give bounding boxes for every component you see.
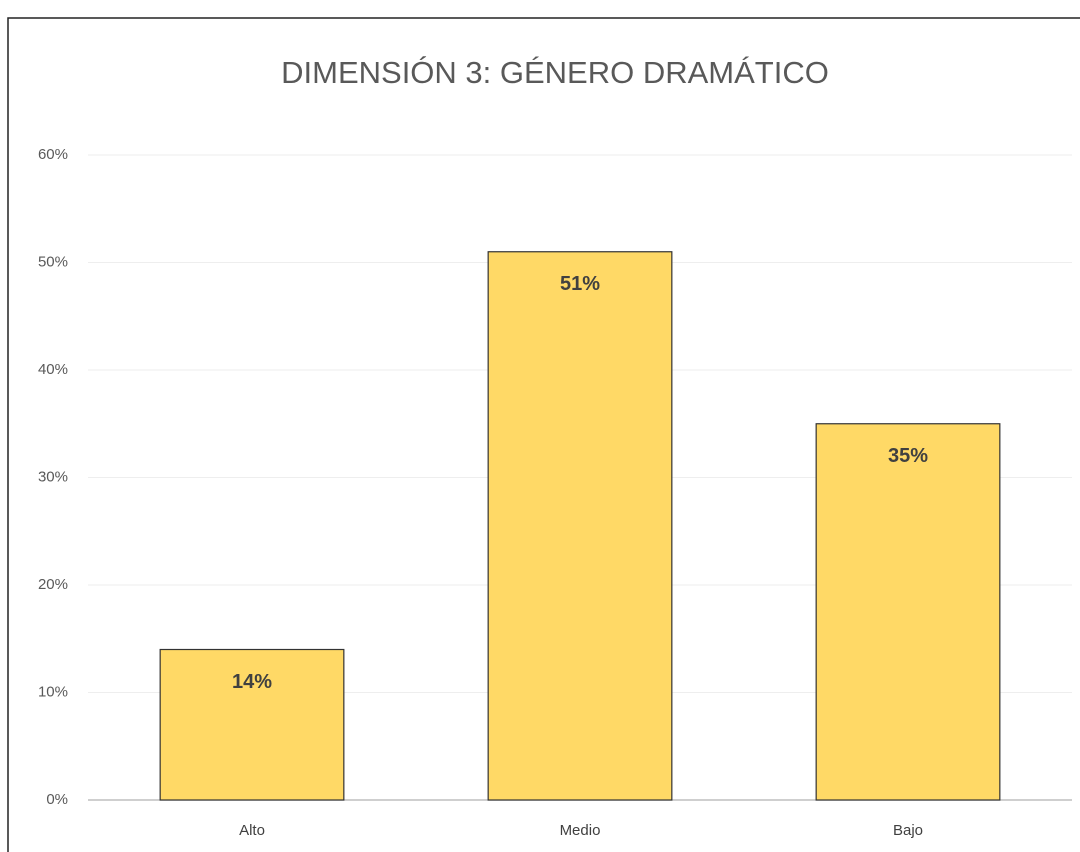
y-tick-label: 40%: [38, 361, 68, 378]
y-tick-label: 60%: [38, 146, 68, 163]
chart-title: DIMENSIÓN 3: GÉNERO DRAMÁTICO: [281, 55, 829, 90]
bar: [815, 423, 1001, 801]
value-label: 35%: [888, 445, 928, 467]
bar: [487, 251, 673, 801]
x-tick-label: Medio: [560, 822, 601, 839]
y-tick-label: 20%: [38, 576, 68, 593]
x-tick-label: Bajo: [893, 822, 923, 839]
y-tick-label: 0%: [46, 791, 68, 808]
value-label: 51%: [560, 273, 600, 295]
bar: [159, 648, 345, 801]
y-tick-label: 50%: [38, 253, 68, 270]
y-tick-label: 30%: [38, 468, 68, 485]
y-tick-label: 10%: [38, 683, 68, 700]
x-tick-label: Alto: [239, 822, 265, 839]
value-label: 14%: [232, 671, 272, 693]
